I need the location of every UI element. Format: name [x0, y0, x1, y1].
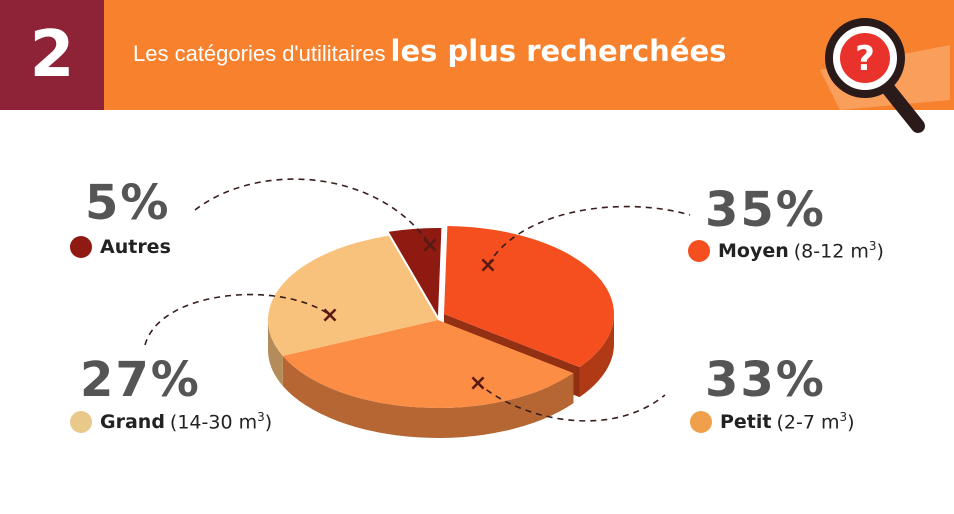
range-petit-sup: 3 [839, 410, 848, 424]
svg-text:?: ? [855, 39, 875, 79]
pct-moyen: 35% [705, 182, 826, 238]
legend-dot-moyen [688, 239, 710, 262]
pct-grand: 27% [80, 352, 201, 408]
legend-dot-autres [70, 236, 92, 258]
legend-petit: Petit (2-7 m3) [690, 410, 855, 433]
legend-label-moyen: Moyen [718, 239, 789, 262]
legend-range-grand: (14-30 m3) [170, 410, 272, 433]
range-grand-sup: 3 [257, 410, 265, 424]
pct-petit: 33% [705, 352, 826, 408]
legend-dot-grand [70, 410, 92, 433]
title-bold: les plus recherchées [390, 34, 727, 68]
legend-range-petit: (2-7 m3) [777, 410, 855, 433]
section-number-box: 2 [0, 0, 104, 110]
range-moyen-end: ) [876, 240, 884, 263]
pie-slice-grand [268, 235, 438, 356]
pie-side-petit [282, 355, 574, 438]
pie-side-grand [268, 320, 283, 386]
marker-petit: × [469, 371, 487, 396]
legend-moyen: Moyen (8-12 m3) [688, 239, 884, 262]
legend-dot-petit [690, 410, 712, 433]
section-number: 2 [29, 18, 75, 92]
marker-moyen: × [479, 253, 497, 278]
range-petit-text: (2-7 m [776, 411, 840, 434]
pie-slice-moyen [444, 226, 614, 368]
range-moyen-sup: 3 [868, 239, 877, 253]
pie-slice-autres [388, 227, 442, 316]
marker-autres: × [421, 233, 439, 258]
range-grand-text: (14-30 m [169, 411, 258, 434]
range-grand-end: ) [264, 411, 273, 434]
range-moyen-text: (8-12 m [793, 240, 869, 263]
title-regular: Les catégories d'utilitaires [133, 41, 386, 66]
header-banner: 2 Les catégories d'utilitaires les plus … [0, 0, 954, 110]
pct-autres: 5% [85, 175, 171, 231]
marker-grand: × [321, 303, 339, 328]
pie-side-moyen [579, 314, 614, 398]
connector-moyen [487, 205, 691, 266]
legend-range-moyen: (8-12 m3) [794, 239, 884, 262]
legend-grand: Grand (14-30 m3) [70, 410, 272, 433]
legend-label-petit: Petit [720, 410, 772, 433]
legend-label-autres: Autres [100, 236, 171, 258]
legend-label-grand: Grand [100, 410, 165, 433]
pie-slice-petit [282, 320, 574, 408]
magnifier-question-icon: ? [820, 18, 950, 133]
page-title: Les catégories d'utilitaires les plus re… [133, 34, 726, 68]
legend-autres: Autres [70, 236, 176, 258]
range-petit-end: ) [847, 411, 855, 434]
